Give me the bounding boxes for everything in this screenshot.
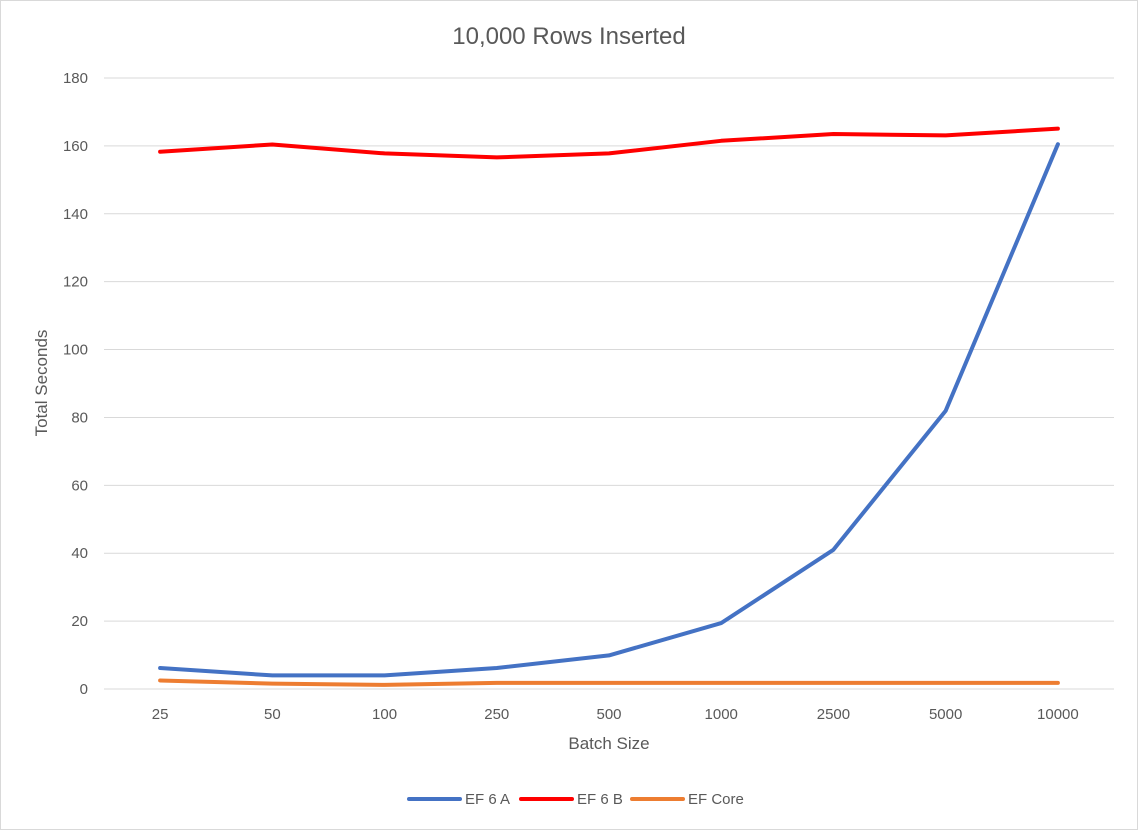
chart-title: 10,000 Rows Inserted xyxy=(452,23,685,50)
y-axis-title: Total Seconds xyxy=(32,330,51,437)
x-axis-tick-labels: 25 50 100 250 500 1000 2500 5000 10000 xyxy=(152,706,1079,723)
x-tick-label: 250 xyxy=(484,706,509,723)
x-tick-label: 25 xyxy=(152,706,169,723)
y-tick-label: 160 xyxy=(63,138,88,155)
series-lines xyxy=(158,126,1060,687)
y-tick-label: 40 xyxy=(71,545,88,562)
legend: EF 6 A EF 6 B EF Core xyxy=(407,791,744,808)
x-tick-label: 5000 xyxy=(929,706,962,723)
x-tick-label: 50 xyxy=(264,706,281,723)
y-tick-label: 140 xyxy=(63,206,88,223)
series-line-ef-6-a xyxy=(158,142,1060,678)
x-tick-label: 100 xyxy=(372,706,397,723)
legend-label-ef-6-a: EF 6 A xyxy=(465,791,510,808)
y-tick-label: 0 xyxy=(80,681,88,698)
y-tick-label: 20 xyxy=(71,613,88,630)
x-tick-label: 1000 xyxy=(705,706,738,723)
y-tick-label: 180 xyxy=(63,70,88,87)
x-tick-label: 10000 xyxy=(1037,706,1079,723)
series-line-ef-6-b xyxy=(158,126,1060,160)
y-tick-label: 120 xyxy=(63,274,88,291)
gridlines xyxy=(104,77,1114,690)
y-tick-label: 80 xyxy=(71,409,88,426)
series-line-ef-core xyxy=(158,678,1060,687)
legend-label-ef-6-b: EF 6 B xyxy=(577,791,623,808)
x-tick-label: 2500 xyxy=(817,706,850,723)
x-axis-title: Batch Size xyxy=(568,734,649,753)
y-tick-label: 100 xyxy=(63,342,88,359)
y-axis-tick-labels: 0 20 40 60 80 100 120 140 160 180 xyxy=(63,70,88,698)
legend-label-ef-core: EF Core xyxy=(688,791,744,808)
x-tick-label: 500 xyxy=(596,706,621,723)
y-tick-label: 60 xyxy=(71,477,88,494)
